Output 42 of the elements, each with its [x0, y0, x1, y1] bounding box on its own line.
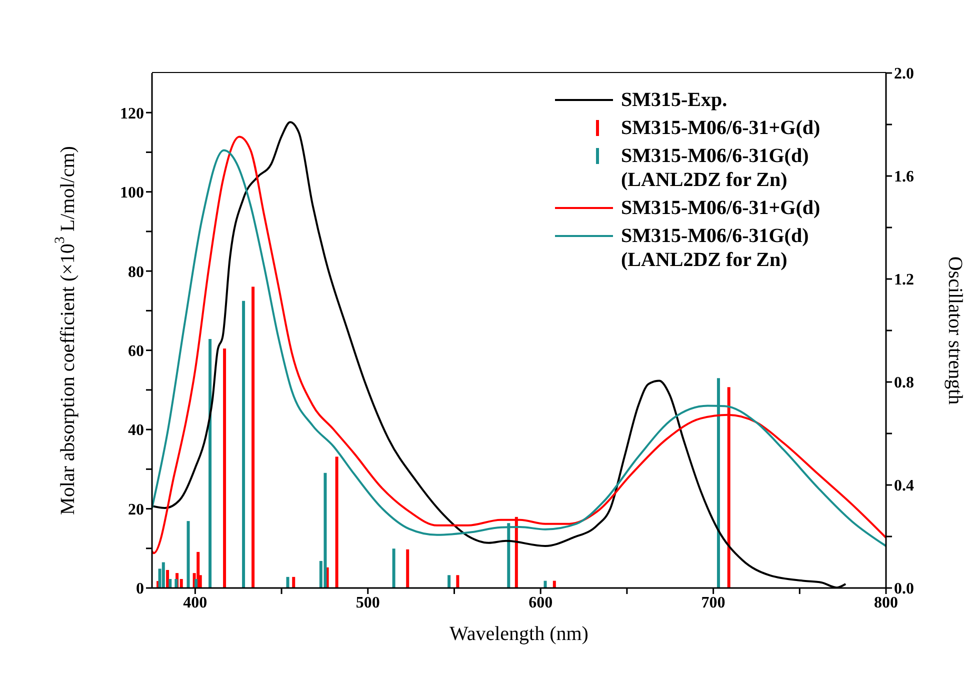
bar	[168, 578, 172, 588]
y-tick-label: 60	[128, 342, 144, 360]
bar	[174, 578, 178, 588]
bar	[292, 576, 296, 588]
bar	[252, 286, 255, 588]
legend-label: SM315-M06/6-31G(d) (LANL2DZ for Zn)	[621, 224, 810, 272]
bar	[223, 348, 226, 588]
bar	[335, 456, 338, 588]
y2-tick-label: 1.6	[894, 168, 914, 186]
bar	[194, 578, 198, 588]
y-tick-label: 0	[136, 580, 144, 598]
y2-tick-label: 1.2	[894, 272, 914, 289]
x-tick-label: 600	[528, 594, 553, 612]
y-tick-label: 100	[120, 184, 144, 202]
bar	[392, 548, 396, 588]
x-tick-label: 500	[356, 594, 380, 612]
y-tick-label: 80	[128, 264, 144, 281]
x-tick-label: 400	[183, 594, 208, 612]
bar	[544, 580, 547, 588]
bar	[324, 472, 327, 588]
x-tick-label: 700	[701, 594, 726, 612]
y-tick-label: 120	[120, 105, 144, 122]
legend-label: SM315-M06/6-31+G(d)	[621, 196, 822, 220]
bar	[242, 300, 246, 588]
bar	[552, 580, 556, 588]
y2-tick-label: 0.4	[894, 478, 914, 495]
bar	[448, 575, 451, 588]
bar	[456, 575, 460, 588]
y2-tick-label: 2.0	[894, 66, 914, 83]
y2-tick-label: 0.8	[894, 374, 914, 392]
bar	[162, 562, 165, 588]
legend-label: SM315-M06/6-31+G(d)	[621, 116, 822, 140]
y-tick-label: 40	[128, 422, 144, 440]
y-tick-label: 20	[128, 501, 144, 518]
y2-axis-title: Oscillator strength	[944, 256, 966, 405]
legend-label: SM315-M06/6-31G(d) (LANL2DZ for Zn)	[621, 144, 810, 192]
legend-label: SM315-Exp.	[621, 88, 728, 112]
x-axis-title: Wavelength (nm)	[450, 623, 588, 645]
bar	[406, 549, 410, 588]
bar	[208, 338, 212, 588]
bar	[186, 521, 190, 588]
bar	[286, 576, 290, 588]
